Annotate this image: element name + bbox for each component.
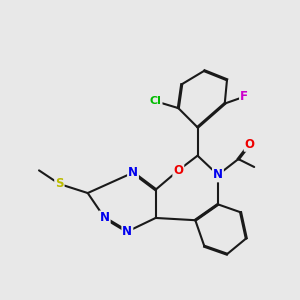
Text: O: O bbox=[245, 138, 255, 151]
Text: N: N bbox=[122, 225, 132, 238]
Text: F: F bbox=[240, 90, 248, 103]
Text: N: N bbox=[213, 168, 223, 182]
Text: Cl: Cl bbox=[150, 96, 162, 106]
Text: S: S bbox=[55, 178, 64, 190]
Text: N: N bbox=[100, 212, 110, 224]
Text: O: O bbox=[173, 164, 183, 177]
Text: N: N bbox=[128, 166, 138, 179]
